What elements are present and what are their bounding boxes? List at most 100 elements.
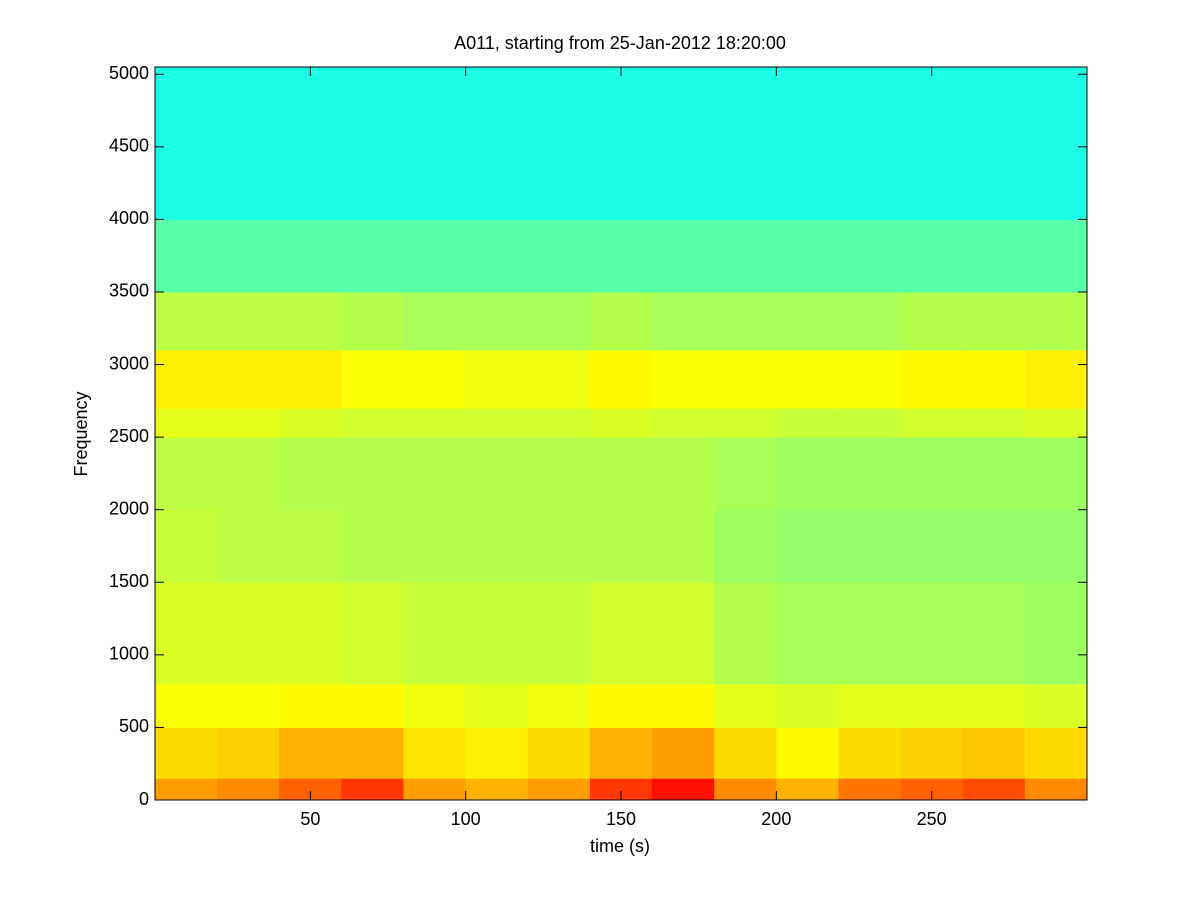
heatmap-cell [341, 67, 405, 220]
x-tick-label: 150 [606, 809, 636, 829]
heatmap-cell [1024, 350, 1088, 409]
heatmap-cell [900, 727, 964, 779]
heatmap-cell [589, 683, 653, 728]
heatmap-cell [217, 67, 280, 220]
heatmap-cell [465, 778, 529, 801]
heatmap-cell [341, 778, 405, 801]
heatmap-cell [838, 727, 902, 779]
heatmap-cell [403, 727, 467, 779]
heatmap-cell [776, 291, 839, 351]
heatmap-cell [714, 350, 777, 409]
heatmap-cell [838, 437, 902, 511]
heatmap-cell [962, 408, 1026, 438]
y-tick-label: 2500 [109, 426, 149, 446]
heatmap-cell [776, 350, 839, 409]
heatmap-cell [652, 219, 715, 293]
heatmap-cell [217, 683, 280, 728]
x-tick-label: 50 [300, 809, 320, 829]
heatmap-cell [962, 778, 1026, 801]
heatmap-cell [589, 582, 653, 685]
heatmap-cell [465, 582, 529, 685]
heatmap-cell [776, 67, 839, 220]
heatmap-cell [403, 408, 467, 438]
y-tick-label: 2000 [109, 498, 149, 518]
y-tick-label: 4000 [109, 208, 149, 228]
heatmap-cell [527, 350, 591, 409]
heatmap-cell [652, 582, 715, 685]
heatmap-cell [341, 582, 405, 685]
heatmap-cell [217, 350, 280, 409]
heatmap-cell [589, 219, 653, 293]
heatmap-cell [403, 509, 467, 583]
heatmap-cell [341, 408, 405, 438]
heatmap-cell [155, 67, 218, 220]
heatmap-cell [465, 727, 529, 779]
heatmap-cell [1024, 67, 1088, 220]
heatmap-cell [776, 727, 839, 779]
heatmap-cell [155, 350, 218, 409]
heatmap-cell [714, 291, 777, 351]
heatmap-cell [217, 509, 280, 583]
heatmap-cell [155, 291, 218, 351]
heatmap-cell [900, 582, 964, 685]
heatmap-cell [900, 437, 964, 511]
heatmap-cell [1024, 291, 1088, 351]
heatmap-cell [527, 778, 591, 801]
heatmap-cell [1024, 582, 1088, 685]
heatmap-cell [465, 291, 529, 351]
heatmap-cell [962, 509, 1026, 583]
heatmap-cell [652, 437, 715, 511]
y-tick-label: 5000 [109, 63, 149, 83]
y-tick-label: 0 [139, 789, 149, 809]
heatmap-cell [527, 582, 591, 685]
y-tick-label: 1000 [109, 644, 149, 664]
heatmap-cell [1024, 408, 1088, 438]
y-tick-label: 3500 [109, 281, 149, 301]
heatmap-cell [155, 582, 218, 685]
heatmap-cell [900, 219, 964, 293]
heatmap-cell [465, 509, 529, 583]
heatmap-cell [527, 408, 591, 438]
heatmap-cell [403, 778, 467, 801]
y-tick-label: 4500 [109, 136, 149, 156]
heatmap-cell [652, 683, 715, 728]
heatmap-cell [341, 727, 405, 779]
heatmap-cell [962, 350, 1026, 409]
heatmap-cells [155, 67, 1088, 801]
heatmap-cell [279, 582, 342, 685]
heatmap-cell [838, 350, 902, 409]
heatmap-cell [1024, 219, 1088, 293]
heatmap-cell [465, 437, 529, 511]
heatmap-cell [155, 219, 218, 293]
heatmap-cell [527, 219, 591, 293]
heatmap-cell [341, 683, 405, 728]
heatmap-cell [962, 582, 1026, 685]
heatmap-cell [652, 778, 715, 801]
heatmap-cell [714, 437, 777, 511]
heatmap-cell [527, 437, 591, 511]
heatmap-cell [341, 350, 405, 409]
heatmap-cell [1024, 509, 1088, 583]
heatmap-cell [838, 509, 902, 583]
heatmap-cell [155, 437, 218, 511]
y-tick-label: 500 [119, 716, 149, 736]
heatmap-cell [589, 67, 653, 220]
heatmap-cell [465, 683, 529, 728]
heatmap-cell [962, 67, 1026, 220]
heatmap-cell [652, 408, 715, 438]
heatmap-cell [838, 67, 902, 220]
heatmap-cell [652, 67, 715, 220]
axes: 50 100 150 200 25005001000150020002500300035… [109, 63, 1088, 829]
heatmap-cell [962, 219, 1026, 293]
heatmap-cell [838, 219, 902, 293]
heatmap-cell [527, 509, 591, 583]
heatmap-cell [714, 408, 777, 438]
heatmap-cell [900, 408, 964, 438]
heatmap-cell [900, 683, 964, 728]
heatmap-cell [527, 291, 591, 351]
heatmap-cell [589, 727, 653, 779]
heatmap-cell [465, 350, 529, 409]
heatmap-cell [589, 437, 653, 511]
heatmap-cell [279, 437, 342, 511]
